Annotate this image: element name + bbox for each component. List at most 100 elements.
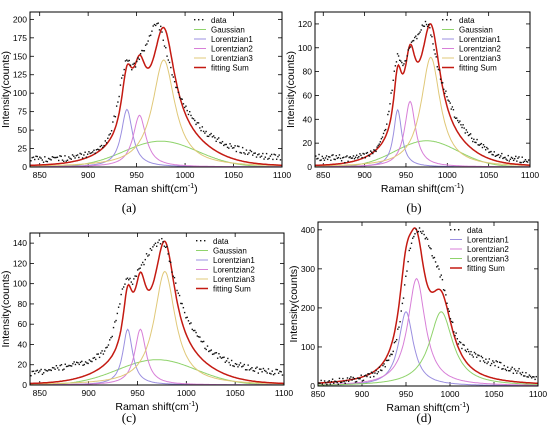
data-point: [164, 246, 167, 249]
data-point: [147, 40, 149, 42]
legend-marker: [194, 19, 196, 21]
data-point: [113, 115, 115, 117]
data-point: [513, 368, 516, 370]
data-point: [488, 151, 490, 154]
legend-marker: [196, 240, 198, 242]
data-point: [383, 363, 385, 365]
series-fitting-sum: [315, 23, 530, 167]
data-point: [433, 49, 435, 51]
x-tick-label: 1050: [226, 388, 245, 398]
x-tick-label: 1000: [176, 170, 195, 180]
legend-marker: [202, 19, 204, 21]
data-point: [257, 372, 260, 374]
data-point: [495, 360, 497, 362]
series-lorentzian2: [30, 328, 284, 385]
x-tick-label: 1100: [275, 388, 294, 398]
x-tick-label: 850: [33, 170, 47, 180]
data-point: [500, 361, 502, 364]
data-point: [100, 144, 103, 147]
data-point: [430, 34, 432, 36]
data-point: [75, 361, 78, 364]
data-point: [468, 134, 471, 136]
data-point: [350, 157, 353, 159]
data-point: [180, 98, 182, 100]
data-point: [49, 158, 51, 160]
legend-label: Gaussian: [459, 26, 493, 35]
y-tick-label: 200: [13, 14, 27, 24]
data-point: [494, 155, 497, 157]
data-point: [331, 154, 333, 157]
data-point: [248, 369, 251, 371]
data-point: [320, 379, 322, 382]
data-point: [479, 143, 482, 146]
data-point: [35, 370, 37, 372]
data-point: [256, 366, 258, 368]
x-tick-label: 1050: [224, 170, 243, 180]
data-point: [347, 380, 350, 383]
legend-label: fitting Sum: [467, 264, 505, 273]
data-point: [143, 263, 145, 266]
data-point: [146, 43, 148, 45]
data-point: [87, 362, 89, 365]
legend-label: Lorentzian2: [459, 45, 501, 54]
data-point: [348, 156, 350, 159]
data-point: [475, 141, 477, 144]
data-point: [62, 369, 64, 371]
data-point: [534, 378, 536, 381]
data-point: [117, 306, 120, 308]
data-point: [514, 370, 517, 372]
legend-marker: [204, 240, 206, 242]
data-point: [361, 380, 364, 382]
data-point: [281, 374, 284, 376]
data-point: [144, 44, 147, 46]
series-fitting-sum: [30, 240, 284, 385]
data-point: [169, 261, 172, 264]
data-point: [510, 368, 512, 370]
data-point: [76, 154, 79, 156]
data-point: [40, 157, 42, 159]
data-point: [237, 366, 239, 368]
data-point: [386, 359, 389, 362]
data-point: [230, 145, 233, 147]
data-point: [413, 235, 415, 238]
data-point: [205, 130, 207, 133]
data-point: [51, 156, 54, 158]
data-point: [326, 158, 329, 161]
data-point: [218, 137, 220, 139]
data-point: [235, 150, 238, 153]
data-point: [350, 376, 352, 378]
data-point: [381, 369, 383, 372]
data-point: [39, 370, 41, 372]
data-point: [116, 312, 119, 315]
data-point: [378, 143, 380, 145]
y-tick-label: 40: [18, 339, 28, 349]
data-point: [466, 348, 469, 351]
data-point: [471, 137, 473, 139]
data-point: [109, 339, 111, 341]
y-tick-label: 200: [301, 303, 315, 313]
data-point: [444, 92, 446, 95]
series-lorentzian3: [30, 270, 284, 385]
x-tick-label: 1000: [177, 388, 196, 398]
data-point: [241, 146, 244, 149]
data-point: [468, 350, 470, 353]
data-point: [228, 361, 230, 364]
y-tick-label: 120: [298, 19, 312, 29]
data-point: [448, 100, 450, 102]
legend-label: Lorentzian2: [211, 45, 253, 54]
series-lorentzian3: [315, 56, 530, 167]
data-point: [496, 154, 499, 156]
data-point: [269, 372, 271, 375]
data-point: [225, 360, 228, 362]
data-point: [104, 140, 107, 142]
data-point: [478, 354, 480, 357]
data-point: [336, 157, 339, 160]
data-point: [414, 233, 416, 235]
data-point: [365, 152, 368, 154]
data-point: [129, 64, 132, 66]
data-point: [177, 91, 180, 94]
data-point: [209, 134, 211, 136]
data-point: [238, 145, 240, 148]
data-point: [473, 351, 476, 354]
y-axis-label: Intensity(counts): [288, 265, 300, 342]
